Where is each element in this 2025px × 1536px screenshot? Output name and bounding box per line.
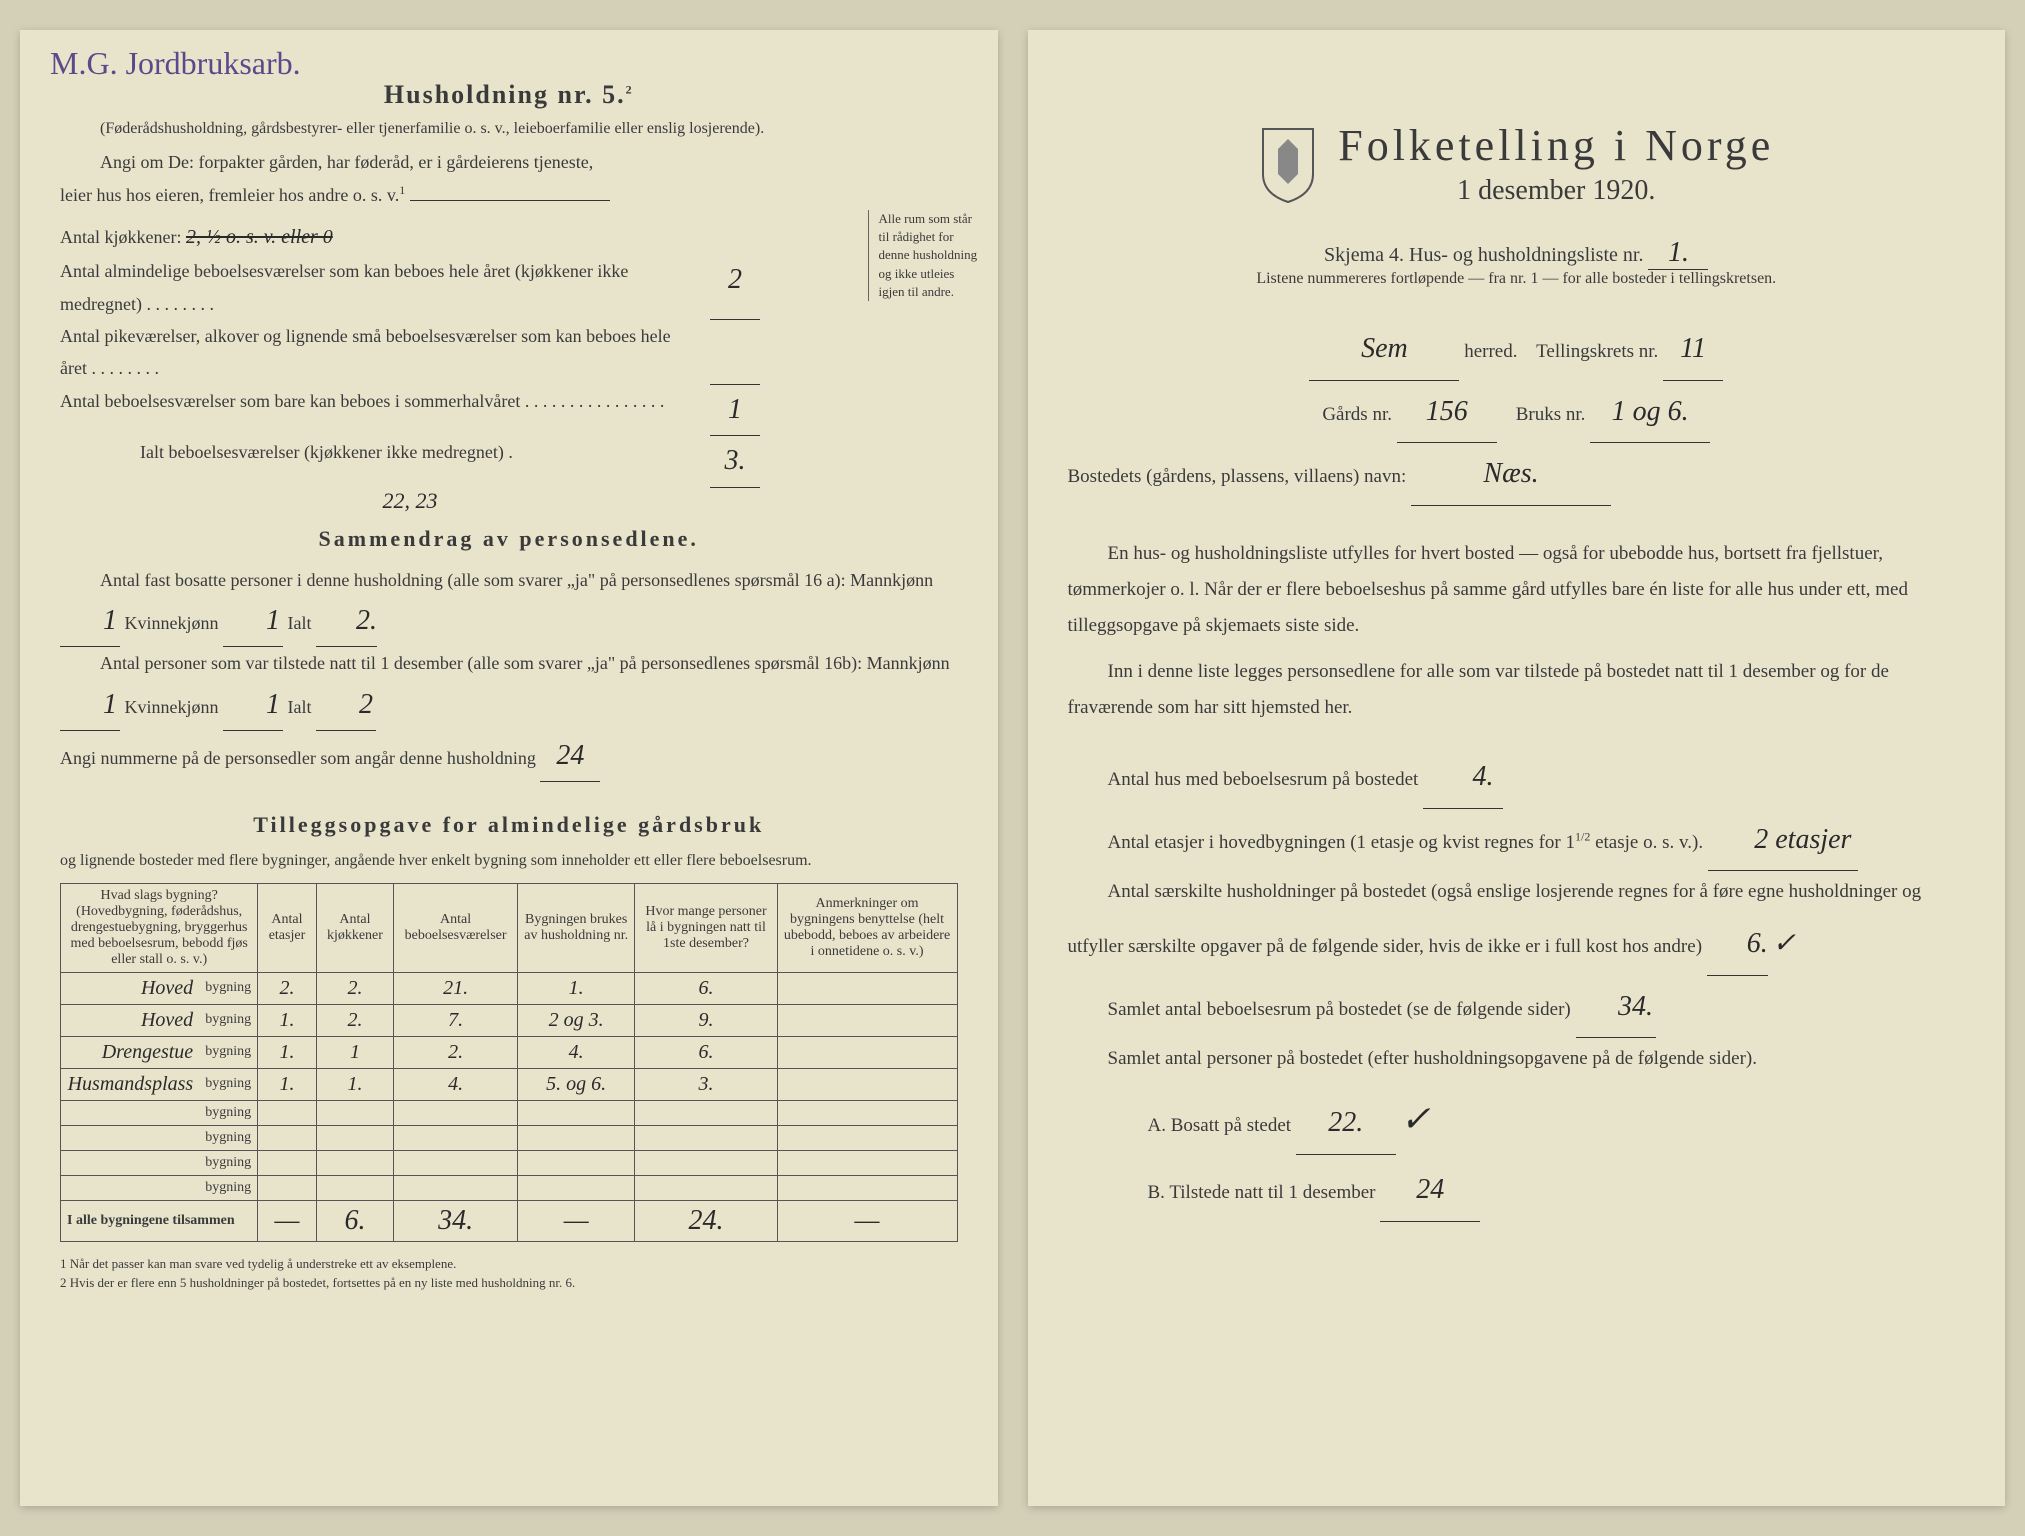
tilstede-row: B. Tilstede natt til 1 desember 24 xyxy=(1148,1159,1966,1222)
footnotes: 1 Når det passer kan man svare ved tydel… xyxy=(60,1254,958,1293)
samm-line2: Antal personer som var tilstede natt til… xyxy=(60,647,958,731)
skjema-row: Skjema 4. Hus- og husholdningsliste nr. … xyxy=(1068,237,1966,270)
left-page: M.G. Jordbruksarb. Husholdning nr. 5.2 (… xyxy=(20,30,998,1506)
table-header-row: Hvad slags bygning? (Hovedbygning, føder… xyxy=(61,883,958,972)
household-header: Husholdning nr. 5.2 xyxy=(60,80,958,110)
rooms-row-1: Antal almindelige beboelsesværelser som … xyxy=(60,255,760,320)
table-row: Hovedbygning1.2.7.2 og 3.9. xyxy=(61,1004,958,1036)
listene-note: Listene nummereres fortløpende — fra nr.… xyxy=(1068,270,1966,288)
tillegg-sub: og lignende bosteder med flere bygninger… xyxy=(60,850,958,872)
table-total-row: I alle bygningene tilsammen — 6. 34. — 2… xyxy=(61,1200,958,1241)
para2: Inn i denne liste legges personsedlene f… xyxy=(1068,654,1966,726)
coat-of-arms-icon xyxy=(1258,124,1318,204)
bosatt-row: A. Bosatt på stedet 22. ✓ xyxy=(1148,1080,1966,1159)
tillegg-title: Tilleggsopgave for almindelige gårdsbruk xyxy=(60,812,958,838)
table-row: bygning xyxy=(61,1175,958,1200)
table-row: Hovedbygning2.2.21.1.6. xyxy=(61,972,958,1004)
census-title: Folketelling i Norge xyxy=(1338,120,1774,171)
table-row: bygning xyxy=(61,1150,958,1175)
gards-row: Gårds nr. 156 Bruks nr. 1 og 6. xyxy=(1068,381,1966,444)
angi-num-row: Angi nummerne på de personsedler som ang… xyxy=(60,731,958,782)
table-row: Drengestuebygning1.12.4.6. xyxy=(61,1036,958,1068)
para1: En hus- og husholdningsliste utfylles fo… xyxy=(1068,536,1966,644)
samlet-rum-row: Samlet antal beboelsesrum på bostedet (s… xyxy=(1068,976,1966,1039)
samm-line1: Antal fast bosatte personer i denne hush… xyxy=(60,564,958,648)
herred-row: Sem herred. Tellingskrets nr. 11 xyxy=(1068,318,1966,381)
samlet-pers-row: Samlet antal personer på bostedet (efter… xyxy=(1068,1038,1966,1080)
checkmark-icon: ✓ xyxy=(1773,928,1796,959)
etasjer-row: Antal etasjer i hovedbygningen (1 etasje… xyxy=(1068,809,1966,872)
header-desc: (Føderådshusholdning, gårdsbestyrer- ell… xyxy=(60,118,958,140)
building-table: Hvad slags bygning? (Hovedbygning, føder… xyxy=(60,883,958,1242)
sammendrag-title: Sammendrag av personsedlene. xyxy=(60,526,958,552)
checkmark-icon: ✓ xyxy=(1401,1099,1431,1139)
bosted-row: Bostedets (gårdens, plassens, villaens) … xyxy=(1068,443,1966,506)
sidebar-note: Alle rum som står til rådighet for denne… xyxy=(868,210,978,301)
saerskilte-row: Antal særskilte husholdninger på bostede… xyxy=(1068,871,1966,975)
antal-hus-row: Antal hus med beboelsesrum på bostedet 4… xyxy=(1068,746,1966,809)
table-row: bygning xyxy=(61,1100,958,1125)
rooms-row-3: Antal beboelsesværelser som bare kan beb… xyxy=(60,385,760,436)
rooms-row-2: Antal pikeværelser, alkover og lignende … xyxy=(60,320,760,385)
angi-line2: leier hus hos eieren, fremleier hos andr… xyxy=(60,179,958,211)
page-nums: 22, 23 xyxy=(60,488,760,514)
table-row: bygning xyxy=(61,1125,958,1150)
kjokken-row: Antal kjøkkener: 2, ½ o. s. v. eller 0 xyxy=(60,219,958,255)
table-row: Husmandsplassbygning1.1.4.5. og 6.3. xyxy=(61,1068,958,1100)
margin-note: M.G. Jordbruksarb. xyxy=(50,45,301,82)
census-date: 1 desember 1920. xyxy=(1338,175,1774,207)
ialt-row: Ialt beboelsesværelser (kjøkkener ikke m… xyxy=(140,436,760,487)
right-page: Folketelling i Norge 1 desember 1920. Sk… xyxy=(1028,30,2006,1506)
angi-line1: Angi om De: forpakter gården, har føderå… xyxy=(60,146,958,178)
